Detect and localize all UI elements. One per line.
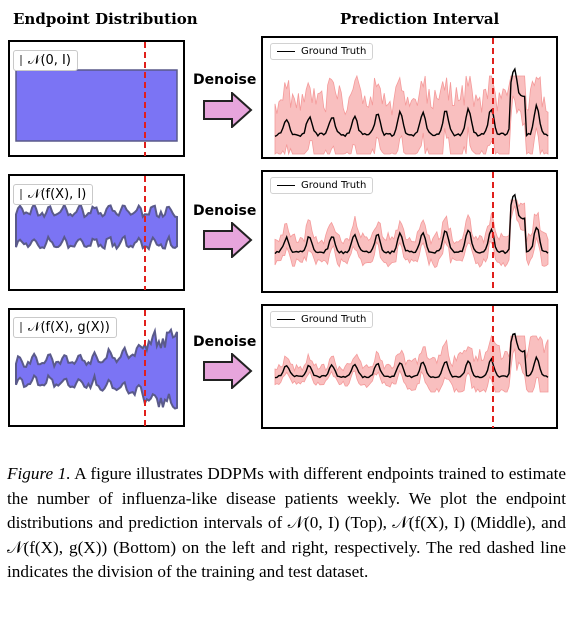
- ground-truth-swatch: [277, 50, 295, 53]
- prediction-interval-title: Prediction Interval: [340, 10, 500, 28]
- denoise-arrow-icon: [203, 222, 253, 258]
- ground-truth-legend-middle: Ground Truth: [270, 177, 374, 194]
- legend-label: 𝒩(0, I): [28, 53, 71, 68]
- ground-truth-legend-bottom: Ground Truth: [270, 311, 374, 328]
- ground-truth-label: Ground Truth: [301, 314, 367, 325]
- denoise-label-middle: Denoise: [193, 203, 257, 219]
- denoise-arrow-icon: [203, 92, 253, 128]
- legend-swatch: [20, 55, 22, 66]
- legend-mean-shifted-normal: 𝒩(f(X), I): [13, 184, 94, 205]
- legend-swatch: [20, 189, 22, 200]
- ground-truth-legend-top: Ground Truth: [270, 43, 374, 60]
- prediction-interval-band: [274, 199, 549, 269]
- ground-truth-line: [274, 67, 549, 138]
- ground-truth-swatch: [277, 318, 295, 321]
- distribution-band-standard: [15, 69, 178, 142]
- distribution-band-mean-shifted: [15, 201, 178, 251]
- caption-label: Figure 1.: [7, 464, 71, 483]
- ground-truth-line: [274, 332, 549, 379]
- prediction-interval-band: [274, 334, 549, 393]
- ground-truth-line: [274, 193, 549, 255]
- legend-label: 𝒩(f(X), g(X)): [28, 320, 110, 335]
- legend-mean-variance-normal: 𝒩(f(X), g(X)): [13, 317, 117, 338]
- figure-caption: Figure 1. A figure illustrates DDPMs wit…: [7, 462, 566, 585]
- legend-label: 𝒩(f(X), I): [28, 187, 87, 202]
- legend-swatch: [20, 322, 22, 333]
- caption-text: A figure illustrates DDPMs with differen…: [7, 464, 567, 582]
- denoise-label-top: Denoise: [193, 72, 257, 88]
- ground-truth-swatch: [277, 184, 295, 187]
- denoise-arrow-icon: [203, 353, 253, 389]
- legend-standard-normal: 𝒩(0, I): [13, 50, 78, 71]
- ground-truth-label: Ground Truth: [301, 180, 367, 191]
- distribution-band-mean-variance: [15, 327, 178, 410]
- prediction-interval-band: [274, 74, 549, 156]
- denoise-label-bottom: Denoise: [193, 334, 257, 350]
- ground-truth-label: Ground Truth: [301, 46, 367, 57]
- endpoint-distribution-title: Endpoint Distribution: [13, 10, 198, 28]
